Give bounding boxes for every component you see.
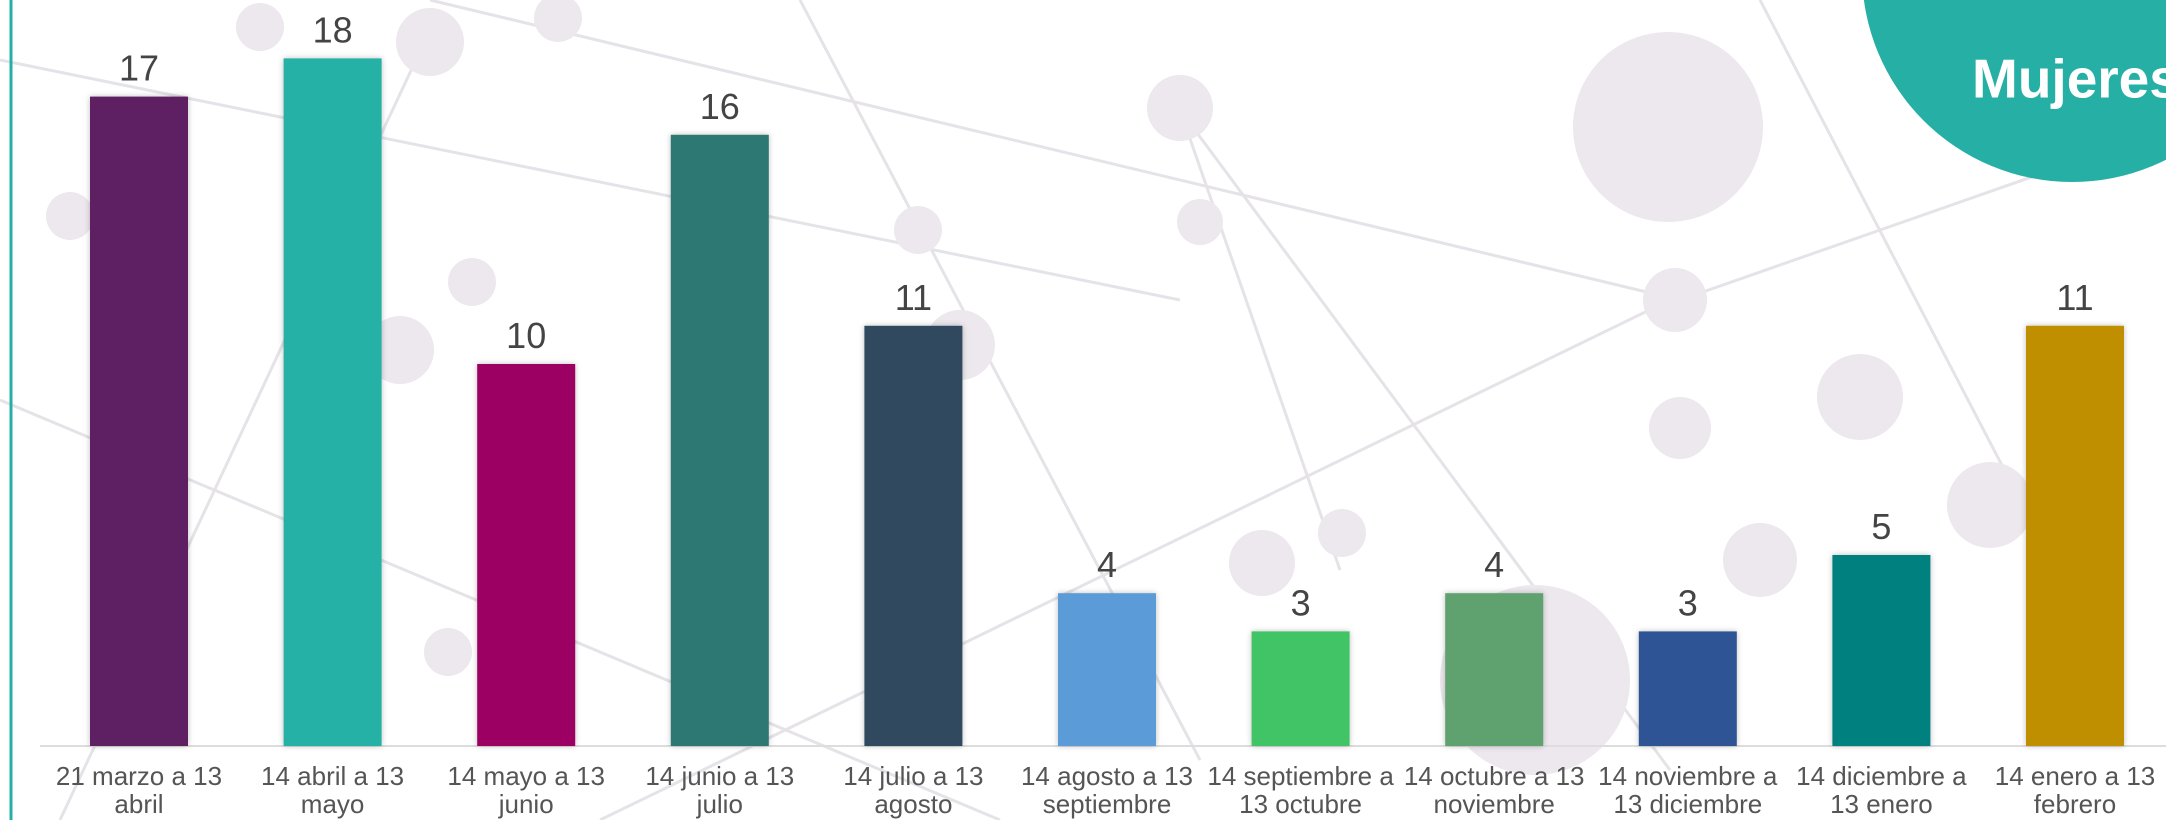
value-label: 18: [313, 9, 353, 50]
x-tick-label: 14 agosto a 13 septiembre: [1020, 761, 1194, 819]
bar: [670, 134, 769, 747]
value-label: 16: [700, 86, 740, 127]
bar: [283, 58, 382, 746]
bar: [1445, 593, 1544, 746]
x-tick-label: 14 mayo a 13 junio: [447, 761, 605, 819]
x-tick-label: 14 junio a 13 julio: [645, 761, 795, 819]
bar: [1251, 631, 1350, 746]
value-label: 11: [2056, 277, 2093, 318]
bar: [864, 325, 963, 746]
value-label: 4: [1484, 544, 1504, 585]
bar: [1058, 593, 1156, 746]
bar: [1832, 555, 1931, 746]
badge: [1863, 0, 2166, 182]
value-label: 17: [119, 48, 159, 89]
x-tick-label: 14 diciembre a 13 enero: [1796, 761, 1967, 819]
value-label: 11: [895, 277, 932, 318]
x-tick-label: 14 julio a 13 agosto: [843, 761, 984, 819]
value-label: 4: [1097, 544, 1117, 585]
bar: [1638, 631, 1737, 746]
bar: [2026, 325, 2124, 746]
value-label: 10: [506, 315, 546, 356]
x-tick-label: 21 marzo a 13 abril: [55, 761, 223, 819]
bar: [90, 96, 188, 747]
value-label: 3: [1678, 582, 1698, 623]
bar: [477, 364, 576, 746]
x-tick-label: 14 abril a 13 mayo: [261, 761, 405, 819]
value-label: 3: [1291, 582, 1311, 623]
x-tick-label: 14 enero a 13 febrero: [1994, 761, 2156, 819]
badge-label: Mujeres: [1972, 48, 2166, 110]
x-tick-label: 14 octubre a 13 noviembre: [1403, 761, 1585, 819]
x-tick-label: 14 septiembre a 13 octubre: [1207, 761, 1394, 819]
x-tick-label: 14 noviembre a 13 diciembre: [1598, 761, 1778, 819]
value-label: 5: [1871, 506, 1891, 547]
